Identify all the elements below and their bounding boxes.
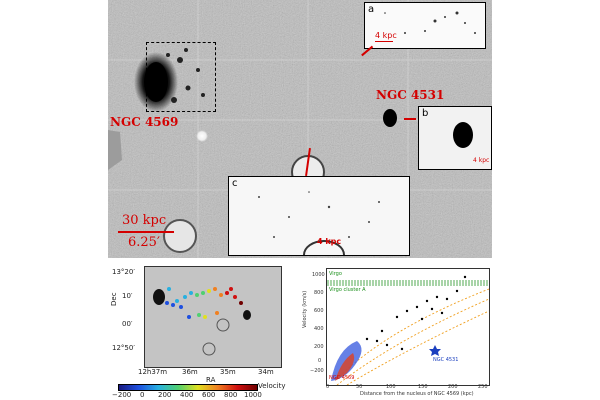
colorbar-tick-7: 1000 <box>244 391 262 399</box>
dec-axis-label: Dec <box>110 292 118 306</box>
dec-tick-3: 00′ <box>122 320 133 328</box>
y-tick-neg200: −200 <box>310 368 324 374</box>
dec-tick-4: 12°50′ <box>112 344 135 352</box>
velocity-dot <box>167 287 171 291</box>
virgo-a-label: Virgo cluster A <box>329 287 366 293</box>
velocity-dot <box>201 291 205 295</box>
inset-c-texture <box>258 191 380 255</box>
ra-tick-3: 35m <box>220 368 236 376</box>
velocity-dot <box>207 289 211 293</box>
velocity-colorbar <box>118 384 258 391</box>
velocity-ylabel: Velocity (km/s) <box>302 290 308 328</box>
sky-map-panel: Dec 13°20′ 10′ 00′ 12°50′ 12h37m 36m 35m… <box>108 258 288 400</box>
inset-b-texture <box>453 122 473 148</box>
dec-tick-1: 13°20′ <box>112 268 135 276</box>
inset-a-label: a <box>368 4 375 15</box>
ngc4569-plot-label: NGC 4569 <box>329 375 355 381</box>
y-tick-0: 0 <box>318 358 322 364</box>
ngc4531-plot-label: NGC 4531 <box>433 357 459 363</box>
inset-a-texture <box>384 11 476 34</box>
ra-tick-2: 36m <box>182 368 198 376</box>
inset-b-arrow <box>404 118 416 120</box>
x-tick-50: 50 <box>356 384 363 390</box>
x-tick-0: 0 <box>326 384 330 390</box>
y-tick-600: 600 <box>314 308 324 314</box>
sky-map-image <box>144 266 282 368</box>
velocity-dot <box>187 315 191 319</box>
velocity-dot <box>189 291 193 295</box>
scale-arcmin-label: 6.25′ <box>128 235 160 250</box>
x-tick-200: 200 <box>448 384 458 390</box>
ngc4531-label: NGC 4531 <box>376 88 445 102</box>
colorbar-tick-6: 800 <box>224 391 238 399</box>
velocity-dot <box>175 299 179 303</box>
deep-image-panel: NGC 4569 NGC 4531 30 kpc 6.25′ a 4 kpc b… <box>108 0 492 258</box>
velocity-dot <box>229 287 233 291</box>
colorbar-title: Velocity <box>258 382 286 390</box>
velocity-dot <box>183 295 187 299</box>
ra-tick-1-text: 12h37m <box>138 368 168 376</box>
velocity-dot <box>225 291 229 295</box>
velocity-dot <box>239 301 243 305</box>
ngc4569-dashed-box <box>146 42 216 112</box>
sky-map-svg <box>145 267 281 367</box>
x-tick-150: 150 <box>418 384 428 390</box>
velocity-plot-frame: Virgo Virgo cluster A NGC 4531 NGC 4569 <box>326 268 490 386</box>
velocity-xlabel: Distance from the nucleus of NGC 4569 (k… <box>360 391 474 397</box>
colorbar-tick-5: 600 <box>202 391 216 399</box>
velocity-dot <box>197 313 201 317</box>
velocity-dot <box>165 301 169 305</box>
velocity-dot <box>233 295 237 299</box>
scale-bar <box>118 231 174 233</box>
colorbar-tick-4: 400 <box>180 391 194 399</box>
inset-b: b 4 kpc <box>418 106 492 170</box>
velocity-plot-svg <box>327 275 489 385</box>
inset-b-scale: 4 kpc <box>473 157 490 164</box>
scale-kpc-label: 30 kpc <box>122 213 167 228</box>
ra-tick-1: 12h37m <box>138 368 167 376</box>
velocity-dot <box>179 305 183 309</box>
y-tick-200: 200 <box>314 344 324 350</box>
ngc4569-label: NGC 4569 <box>110 115 179 129</box>
y-tick-800: 800 <box>314 290 324 296</box>
inset-c-scale: 4 kpc <box>317 237 342 246</box>
x-tick-100: 100 <box>386 384 396 390</box>
y-tick-400: 400 <box>314 326 324 332</box>
velocity-dot <box>195 293 199 297</box>
velocity-dot <box>219 293 223 297</box>
inset-c: c 4 kpc <box>228 176 410 256</box>
velocity-dot <box>171 303 175 307</box>
colorbar-tick-2: 0 <box>140 391 145 399</box>
virgo-label: Virgo <box>329 271 342 277</box>
dec-tick-2: 10′ <box>122 292 133 300</box>
ra-tick-4: 34m <box>258 368 274 376</box>
velocity-dot <box>215 311 219 315</box>
velocity-dot <box>203 315 207 319</box>
inset-c-label: c <box>232 178 238 189</box>
ra-axis-label: RA <box>206 376 216 384</box>
velocity-plot-panel: Velocity (km/s) 1000 800 600 400 200 0 −… <box>300 258 492 400</box>
inset-a-scale: 4 kpc <box>375 31 397 40</box>
inset-b-label: b <box>422 108 429 119</box>
colorbar-tick-1: −200 <box>112 391 132 399</box>
inset-a: a 4 kpc <box>364 2 486 49</box>
y-tick-1000: 1000 <box>312 272 325 278</box>
colorbar-tick-3: 200 <box>158 391 172 399</box>
inset-a-scale-bar <box>375 41 393 42</box>
x-tick-250: 250 <box>478 384 488 390</box>
velocity-dot <box>213 287 217 291</box>
